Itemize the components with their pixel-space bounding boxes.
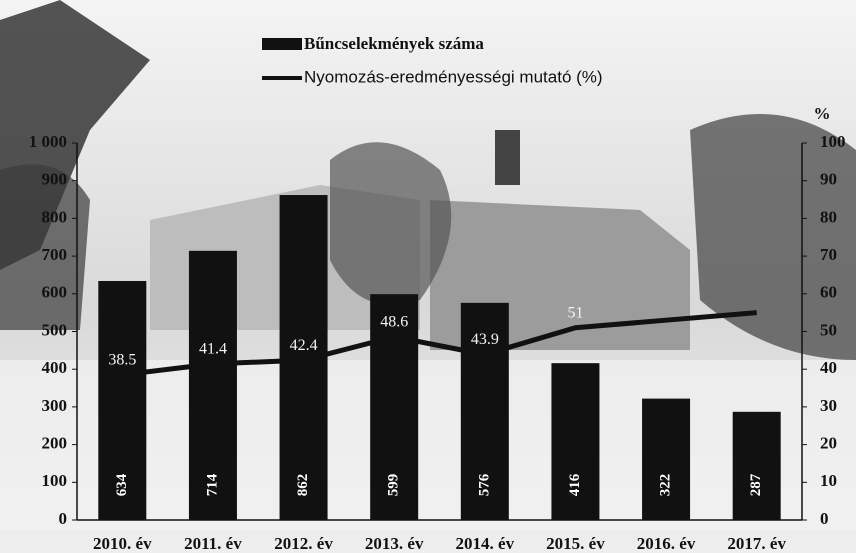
line-value-label: 43.9 bbox=[471, 331, 499, 348]
y2-tick-label: 60 bbox=[820, 283, 837, 302]
y2-tick-label: 40 bbox=[820, 358, 837, 377]
y2-tick-label: 30 bbox=[820, 396, 837, 415]
x-tick-label: 2012. év bbox=[274, 534, 333, 553]
x-tick-label: 2013. év bbox=[365, 534, 424, 553]
legend-label: Nyomozás-eredményességi mutató (%) bbox=[304, 67, 603, 86]
bar-value-label: 322 bbox=[658, 474, 674, 497]
y2-tick-label: 80 bbox=[820, 207, 837, 226]
bar-value-label: 714 bbox=[204, 473, 220, 496]
line-value-label: 38.5 bbox=[108, 352, 136, 369]
bar-value-label: 416 bbox=[567, 473, 583, 496]
chart: Bűncselekmények száma Nyomozás-eredménye… bbox=[0, 0, 856, 553]
x-tick-label: 2014. év bbox=[456, 534, 515, 553]
bar-value-label: 599 bbox=[386, 474, 402, 497]
y2-axis-label: % bbox=[814, 104, 831, 123]
y-tick-label: 700 bbox=[42, 245, 68, 264]
y-tick-label: 300 bbox=[42, 396, 68, 415]
y-tick-label: 400 bbox=[42, 358, 68, 377]
x-tick-label: 2017. év bbox=[727, 534, 786, 553]
legend-swatch bbox=[262, 38, 302, 50]
line-value-label: 48.6 bbox=[380, 313, 408, 330]
bar-value-label: 634 bbox=[114, 473, 130, 496]
bar bbox=[733, 412, 781, 520]
y2-tick-label: 0 bbox=[820, 509, 829, 528]
y-tick-label: 600 bbox=[42, 283, 68, 302]
y2-tick-label: 100 bbox=[820, 132, 846, 151]
line-value-label: 41.4 bbox=[199, 341, 227, 358]
y-tick-label: 100 bbox=[42, 471, 68, 490]
bar-value-label: 576 bbox=[476, 473, 492, 496]
y2-tick-label: 50 bbox=[820, 320, 837, 339]
y2-tick-label: 70 bbox=[820, 245, 837, 264]
bar bbox=[642, 399, 690, 520]
bar-value-label: 862 bbox=[295, 474, 311, 497]
y2-tick-label: 90 bbox=[820, 170, 837, 189]
x-tick-label: 2016. év bbox=[637, 534, 696, 553]
bar-value-label: 287 bbox=[748, 473, 764, 496]
line-value-label: 51 bbox=[567, 304, 583, 321]
y-tick-label: 900 bbox=[42, 170, 68, 189]
line-value-label: 42.4 bbox=[290, 337, 318, 354]
y-tick-label: 800 bbox=[42, 207, 68, 226]
y2-tick-label: 10 bbox=[820, 471, 837, 490]
y-tick-label: 500 bbox=[42, 320, 68, 339]
x-tick-label: 2011. év bbox=[184, 534, 242, 553]
y-tick-label: 0 bbox=[59, 509, 68, 528]
y2-tick-label: 20 bbox=[820, 434, 837, 453]
x-tick-label: 2015. év bbox=[546, 534, 605, 553]
y-tick-label: 1 000 bbox=[29, 132, 67, 151]
legend-label: Bűncselekmények száma bbox=[304, 34, 484, 53]
y-tick-label: 200 bbox=[42, 434, 68, 453]
x-tick-label: 2010. év bbox=[93, 534, 152, 553]
